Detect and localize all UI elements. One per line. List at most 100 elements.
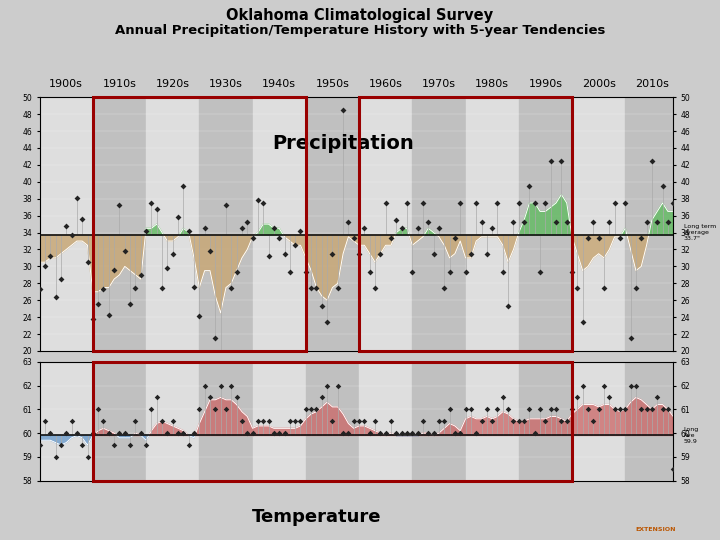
Point	[529, 199, 541, 207]
Point	[241, 429, 253, 437]
Point	[34, 441, 45, 449]
Point	[258, 417, 269, 426]
Point	[481, 405, 492, 414]
Point	[641, 218, 652, 227]
Point	[103, 429, 114, 437]
Point	[572, 283, 583, 292]
Point	[497, 268, 508, 276]
Point	[321, 381, 333, 390]
Point	[76, 215, 88, 224]
Point	[263, 252, 274, 261]
Point	[279, 429, 290, 437]
Point	[311, 283, 323, 292]
Point	[130, 417, 141, 426]
Point	[172, 429, 184, 437]
Point	[354, 417, 365, 426]
Point	[534, 268, 546, 276]
Point	[87, 314, 99, 323]
Point	[487, 224, 498, 233]
Point	[125, 441, 136, 449]
Bar	[93, 97, 306, 351]
Bar	[199, 362, 253, 481]
Point	[151, 393, 163, 402]
Text: Precipitation: Precipitation	[272, 134, 414, 153]
Bar	[625, 362, 678, 481]
Point	[263, 417, 274, 426]
Point	[210, 334, 221, 342]
Point	[188, 429, 199, 437]
Point	[92, 300, 104, 309]
Point	[87, 429, 99, 437]
Point	[667, 199, 679, 207]
Point	[556, 417, 567, 426]
Bar	[359, 97, 413, 351]
Point	[503, 405, 514, 414]
Text: 1930s: 1930s	[209, 79, 243, 89]
Point	[662, 218, 674, 227]
Point	[476, 218, 487, 227]
Text: 1980s: 1980s	[475, 79, 509, 89]
Bar	[466, 362, 519, 481]
Point	[268, 224, 279, 233]
Point	[215, 381, 226, 390]
Point	[338, 429, 349, 437]
Point	[646, 156, 657, 165]
Point	[50, 453, 61, 461]
Point	[268, 429, 279, 437]
Point	[593, 405, 604, 414]
Bar	[253, 362, 306, 481]
Point	[508, 417, 519, 426]
Bar	[572, 362, 625, 481]
Point	[401, 429, 413, 437]
Point	[151, 205, 163, 213]
Text: 1900s: 1900s	[49, 79, 83, 89]
Point	[636, 233, 647, 242]
Point	[364, 429, 375, 437]
Bar	[93, 362, 572, 481]
Point	[550, 405, 562, 414]
Point	[71, 193, 83, 202]
Text: 1910s: 1910s	[102, 79, 136, 89]
Text: Temperature: Temperature	[252, 509, 382, 526]
Point	[103, 311, 114, 320]
Text: EXTENSION: EXTENSION	[635, 527, 675, 532]
Point	[380, 199, 392, 207]
Point	[348, 417, 359, 426]
Point	[252, 196, 264, 205]
Bar	[199, 97, 253, 351]
Point	[119, 429, 130, 437]
Point	[540, 199, 552, 207]
Point	[577, 381, 588, 390]
Point	[45, 429, 56, 437]
Point	[460, 405, 472, 414]
Point	[34, 285, 45, 294]
Point	[492, 405, 503, 414]
Point	[119, 247, 130, 255]
Point	[50, 293, 61, 301]
Point	[588, 218, 599, 227]
Point	[385, 233, 397, 242]
Point	[428, 249, 439, 258]
Point	[603, 218, 615, 227]
Point	[513, 417, 525, 426]
Point	[231, 268, 243, 276]
Point	[225, 381, 237, 390]
Point	[215, 351, 226, 360]
Point	[619, 405, 631, 414]
Text: 1940s: 1940s	[262, 79, 296, 89]
Point	[476, 417, 487, 426]
Point	[646, 405, 657, 414]
Point	[603, 393, 615, 402]
Point	[76, 441, 88, 449]
Point	[454, 429, 466, 437]
Point	[300, 405, 312, 414]
Point	[412, 224, 423, 233]
Point	[470, 199, 482, 207]
Point	[518, 218, 530, 227]
Point	[66, 417, 77, 426]
Point	[636, 405, 647, 414]
Point	[194, 405, 205, 414]
Point	[183, 227, 194, 235]
Point	[444, 268, 455, 276]
Text: 1970s: 1970s	[422, 79, 456, 89]
